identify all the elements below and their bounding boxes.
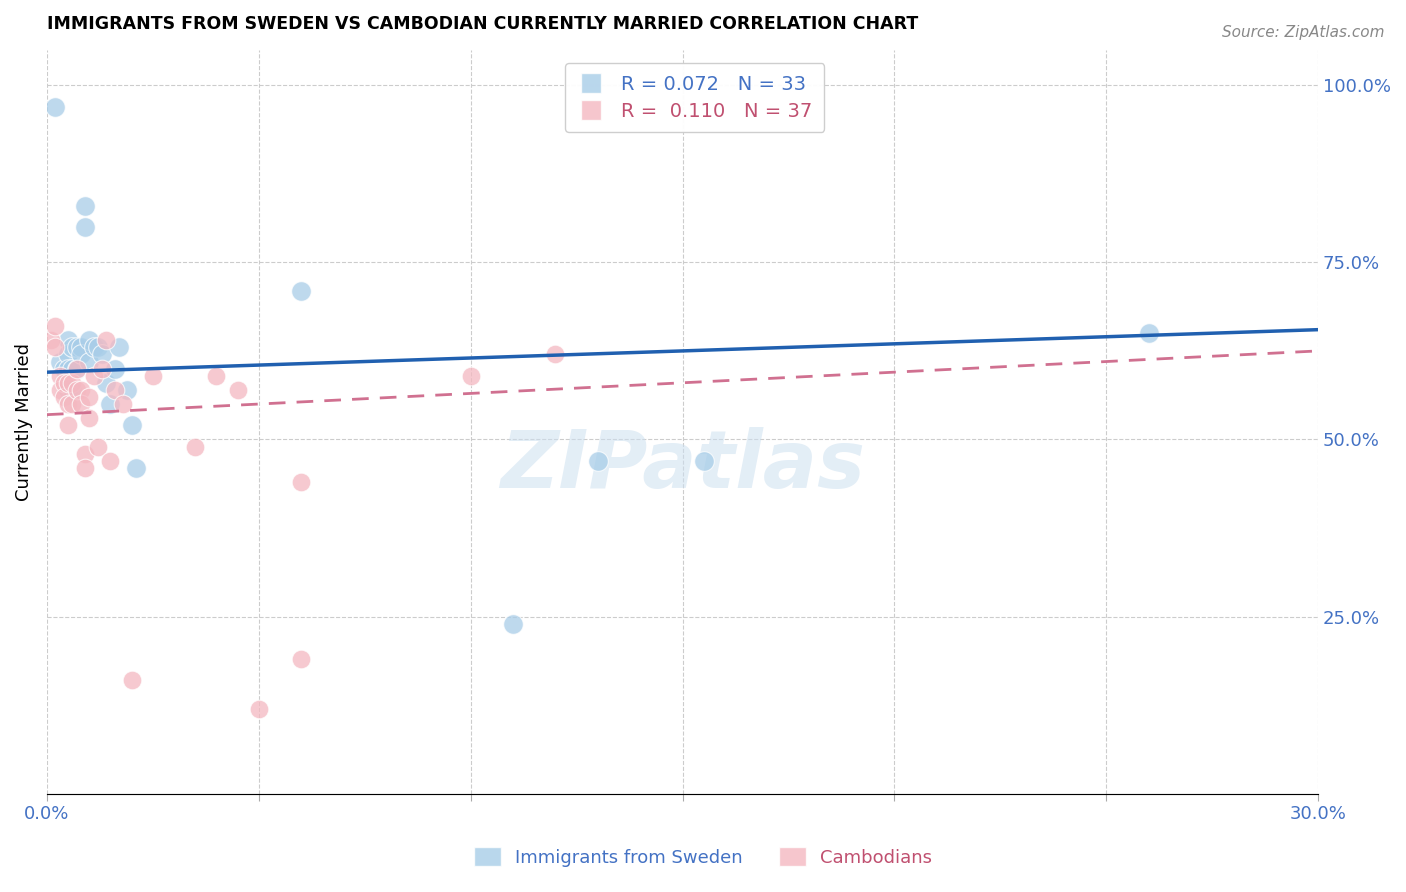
Point xyxy=(56,397,79,411)
Point xyxy=(460,368,482,383)
Point xyxy=(73,460,96,475)
Point xyxy=(60,361,83,376)
Point xyxy=(117,383,139,397)
Point xyxy=(56,361,79,376)
Point xyxy=(69,347,91,361)
Point xyxy=(290,284,312,298)
Point xyxy=(100,397,122,411)
Point xyxy=(121,418,143,433)
Point xyxy=(586,453,609,467)
Point xyxy=(142,368,165,383)
Point xyxy=(87,440,110,454)
Point xyxy=(69,397,91,411)
Point xyxy=(108,340,131,354)
Point xyxy=(125,460,148,475)
Point xyxy=(226,383,249,397)
Point xyxy=(69,340,91,354)
Point xyxy=(184,440,207,454)
Point xyxy=(73,447,96,461)
Point xyxy=(69,383,91,397)
Point xyxy=(91,361,114,376)
Point xyxy=(91,347,114,361)
Point xyxy=(56,376,79,390)
Point xyxy=(205,368,228,383)
Point xyxy=(44,340,66,354)
Text: ZIPatlas: ZIPatlas xyxy=(501,427,865,506)
Point xyxy=(65,361,87,376)
Point xyxy=(44,319,66,334)
Point xyxy=(52,361,75,376)
Legend: Immigrants from Sweden, Cambodians: Immigrants from Sweden, Cambodians xyxy=(467,840,939,874)
Point xyxy=(100,453,122,467)
Point xyxy=(65,340,87,354)
Point xyxy=(56,418,79,433)
Point xyxy=(104,383,127,397)
Point xyxy=(65,361,87,376)
Point xyxy=(112,397,135,411)
Point xyxy=(77,333,100,347)
Point xyxy=(692,453,714,467)
Point xyxy=(44,99,66,113)
Point xyxy=(247,701,270,715)
Point xyxy=(60,383,83,397)
Point xyxy=(60,340,83,354)
Point xyxy=(56,383,79,397)
Point xyxy=(290,652,312,666)
Point xyxy=(48,354,70,368)
Point xyxy=(290,475,312,489)
Point xyxy=(77,390,100,404)
Point xyxy=(77,411,100,425)
Point xyxy=(48,368,70,383)
Point xyxy=(73,199,96,213)
Point xyxy=(56,347,79,361)
Point xyxy=(65,383,87,397)
Point xyxy=(73,219,96,234)
Point xyxy=(96,376,118,390)
Point xyxy=(96,333,118,347)
Point xyxy=(1137,326,1160,341)
Point xyxy=(56,333,79,347)
Point xyxy=(502,616,524,631)
Legend: R = 0.072   N = 33, R =  0.110   N = 37: R = 0.072 N = 33, R = 0.110 N = 37 xyxy=(565,63,824,132)
Point xyxy=(121,673,143,688)
Point xyxy=(60,397,83,411)
Y-axis label: Currently Married: Currently Married xyxy=(15,343,32,500)
Point xyxy=(83,368,105,383)
Point xyxy=(52,390,75,404)
Point xyxy=(60,376,83,390)
Text: IMMIGRANTS FROM SWEDEN VS CAMBODIAN CURRENTLY MARRIED CORRELATION CHART: IMMIGRANTS FROM SWEDEN VS CAMBODIAN CURR… xyxy=(46,15,918,33)
Point xyxy=(52,376,75,390)
Point xyxy=(77,354,100,368)
Point xyxy=(544,347,567,361)
Point xyxy=(83,340,105,354)
Point xyxy=(39,333,62,347)
Point xyxy=(104,361,127,376)
Point xyxy=(87,340,110,354)
Point xyxy=(48,383,70,397)
Text: Source: ZipAtlas.com: Source: ZipAtlas.com xyxy=(1222,25,1385,40)
